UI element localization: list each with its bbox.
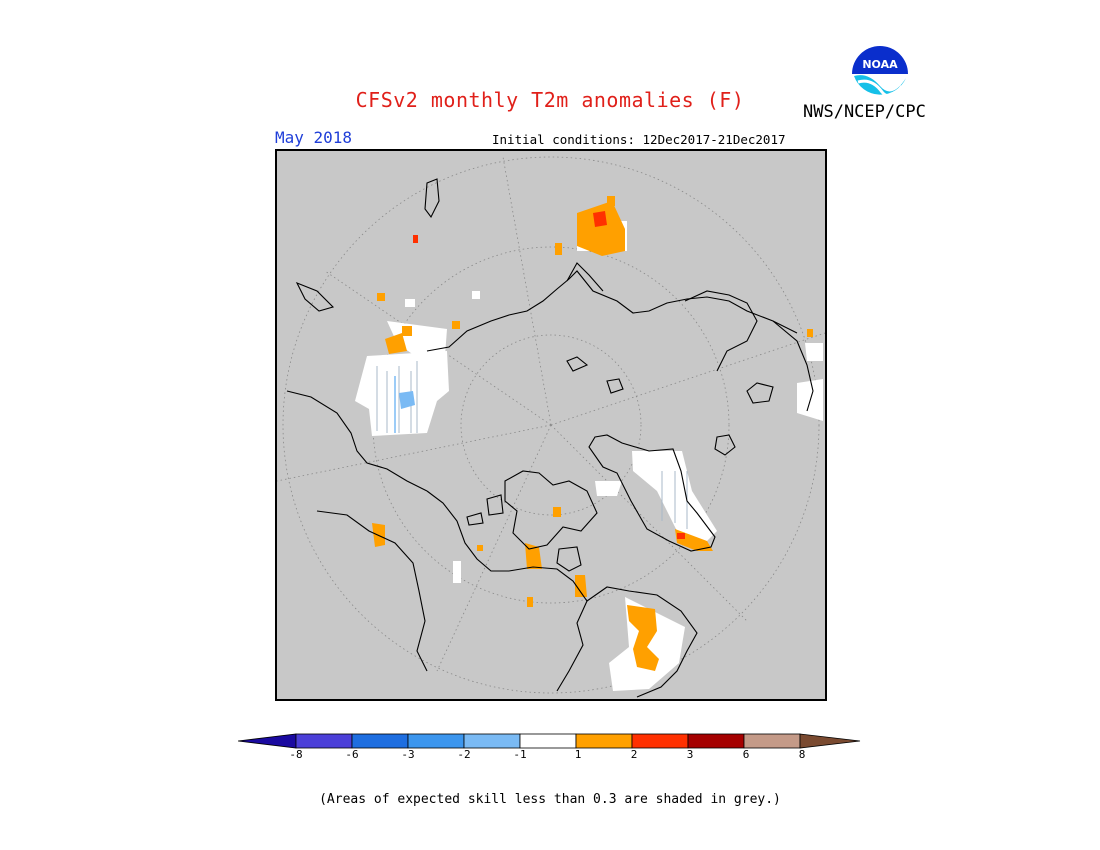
colorbar-tick: 1	[574, 748, 582, 761]
cold-anomaly-areas	[394, 376, 415, 433]
forecast-month: May 2018	[275, 128, 353, 147]
initial-conditions: Initial conditions: 12Dec2017-21Dec2017	[492, 132, 786, 147]
colorbar-swatch	[743, 733, 801, 749]
map-title: CFSv2 monthly T2m anomalies (F)	[355, 88, 745, 112]
colorbar-tick: -8	[289, 748, 303, 761]
polar-map	[275, 149, 827, 701]
noaa-logo: NOAA	[850, 44, 910, 104]
colorbar	[238, 733, 861, 749]
graticule	[277, 156, 825, 694]
colorbar-tick: 3	[686, 748, 694, 761]
colorbar-tick: -6	[345, 748, 359, 761]
colorbar-swatch	[687, 733, 745, 749]
colorbar-swatch	[519, 733, 577, 749]
colorbar-swatch	[407, 733, 465, 749]
colorbar-tick: -1	[513, 748, 527, 761]
colorbar-swatch	[351, 733, 409, 749]
colorbar-tick: -2	[457, 748, 471, 761]
colorbar-arrow-right	[799, 733, 861, 749]
colorbar-ticks: -8 -6 -3 -2 -1 1 2 3 6 8	[0, 748, 1100, 768]
colorbar-tick: 6	[742, 748, 750, 761]
colorbar-tick: 8	[798, 748, 806, 761]
logo-text: NOAA	[862, 58, 898, 71]
colorbar-swatch	[575, 733, 633, 749]
colorbar-swatch	[631, 733, 689, 749]
map-canvas	[277, 156, 825, 698]
colorbar-tick: -3	[401, 748, 415, 761]
colorbar-tick: 2	[630, 748, 638, 761]
strong-warm-areas	[413, 211, 685, 539]
agency-label: NWS/NCEP/CPC	[803, 102, 926, 122]
coastlines	[286, 178, 814, 698]
warm-anomaly-areas	[372, 196, 813, 671]
colorbar-swatch	[463, 733, 521, 749]
colorbar-arrow-left	[238, 733, 297, 749]
colorbar-swatch	[295, 733, 353, 749]
skill-note: (Areas of expected skill less than 0.3 a…	[319, 792, 781, 807]
